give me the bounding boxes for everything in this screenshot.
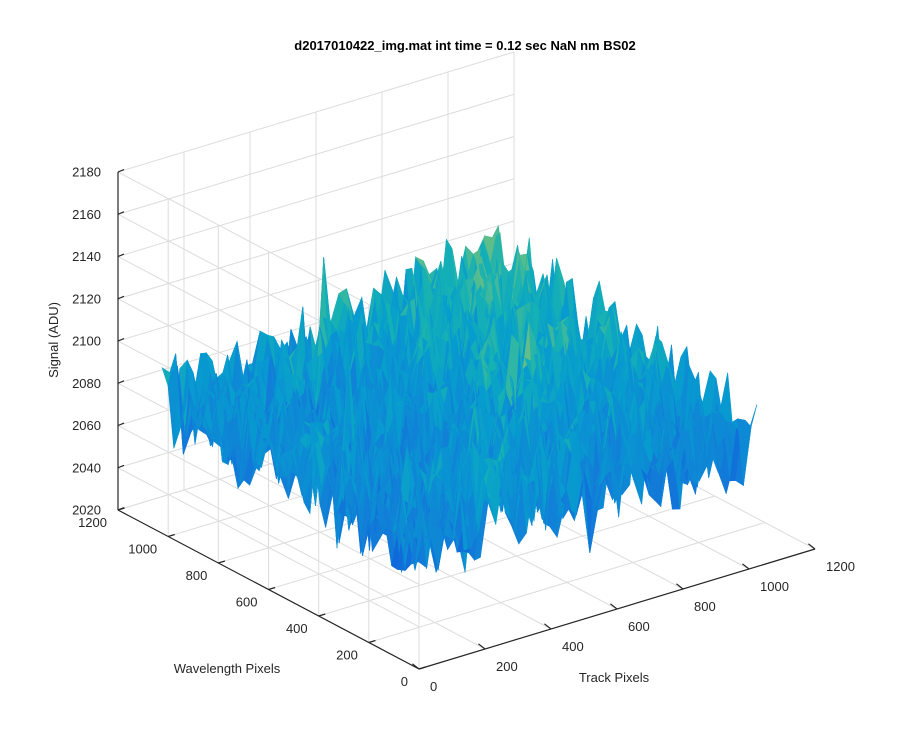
y-tick-label: 1000 xyxy=(128,542,157,557)
x-tick-mark xyxy=(742,563,750,570)
z-axis-label: Signal (ADU) xyxy=(46,302,61,378)
y-tick-label: 600 xyxy=(236,595,258,610)
z-tick-label: 2060 xyxy=(72,418,101,433)
z-tick-mark xyxy=(117,169,125,173)
x-tick-mark xyxy=(610,603,618,610)
y-tick-mark xyxy=(418,666,426,670)
y-tick-mark xyxy=(117,507,125,511)
x-tick-label: 400 xyxy=(562,639,584,654)
x-tick-mark xyxy=(808,543,816,550)
y-tick-mark xyxy=(318,613,326,617)
z-tick-mark xyxy=(117,211,125,215)
y-tick-mark xyxy=(218,560,226,564)
x-tick-label: 200 xyxy=(496,659,518,674)
y-axis-label: Wavelength Pixels xyxy=(174,661,281,676)
z-tick-label: 2180 xyxy=(72,165,101,180)
z-tick-mark xyxy=(117,464,125,469)
z-tick-label: 2020 xyxy=(72,503,101,518)
y-tick-label: 200 xyxy=(336,648,358,663)
x-tick-label: 0 xyxy=(430,679,437,694)
tick-labels: 2020 2040 2060 2080 2100 2120 2140 2160 2180 0 200… xyxy=(72,165,855,695)
z-tick-mark xyxy=(117,253,125,258)
x-tick-mark xyxy=(544,623,552,630)
x-tick-label: 1000 xyxy=(760,579,789,594)
chart-title: d2017010422_img.mat int time = 0.12 sec … xyxy=(294,38,635,53)
x-axis-label: Track Pixels xyxy=(579,670,650,685)
x-tick-label: 800 xyxy=(694,599,716,614)
x-tick-mark xyxy=(412,663,420,670)
z-tick-label: 2080 xyxy=(72,376,101,391)
y-tick-mark xyxy=(368,639,376,644)
x-tick-label: 600 xyxy=(628,619,650,634)
z-tick-label: 2160 xyxy=(72,207,101,222)
x-tick-mark xyxy=(676,583,684,590)
z-tick-mark xyxy=(117,338,125,342)
z-tick-label: 2040 xyxy=(72,460,101,475)
z-tick-mark xyxy=(117,295,125,300)
z-tick-label: 2120 xyxy=(72,291,101,306)
surface-mesh xyxy=(161,225,758,573)
z-tick-label: 2140 xyxy=(72,249,101,264)
z-tick-mark xyxy=(117,422,125,427)
surface-cell xyxy=(743,404,758,486)
y-tick-mark xyxy=(167,533,175,538)
z-tick-label: 2100 xyxy=(72,334,101,349)
x-tick-mark xyxy=(478,643,486,650)
z-tick-mark xyxy=(117,380,125,384)
y-tick-label: 400 xyxy=(286,621,308,636)
y-tick-mark xyxy=(268,586,276,591)
y-tick-label: 0 xyxy=(401,674,408,689)
x-tick-label: 1200 xyxy=(826,559,855,574)
y-tick-label: 800 xyxy=(186,568,208,583)
y-tick-label: 1200 xyxy=(78,515,107,530)
